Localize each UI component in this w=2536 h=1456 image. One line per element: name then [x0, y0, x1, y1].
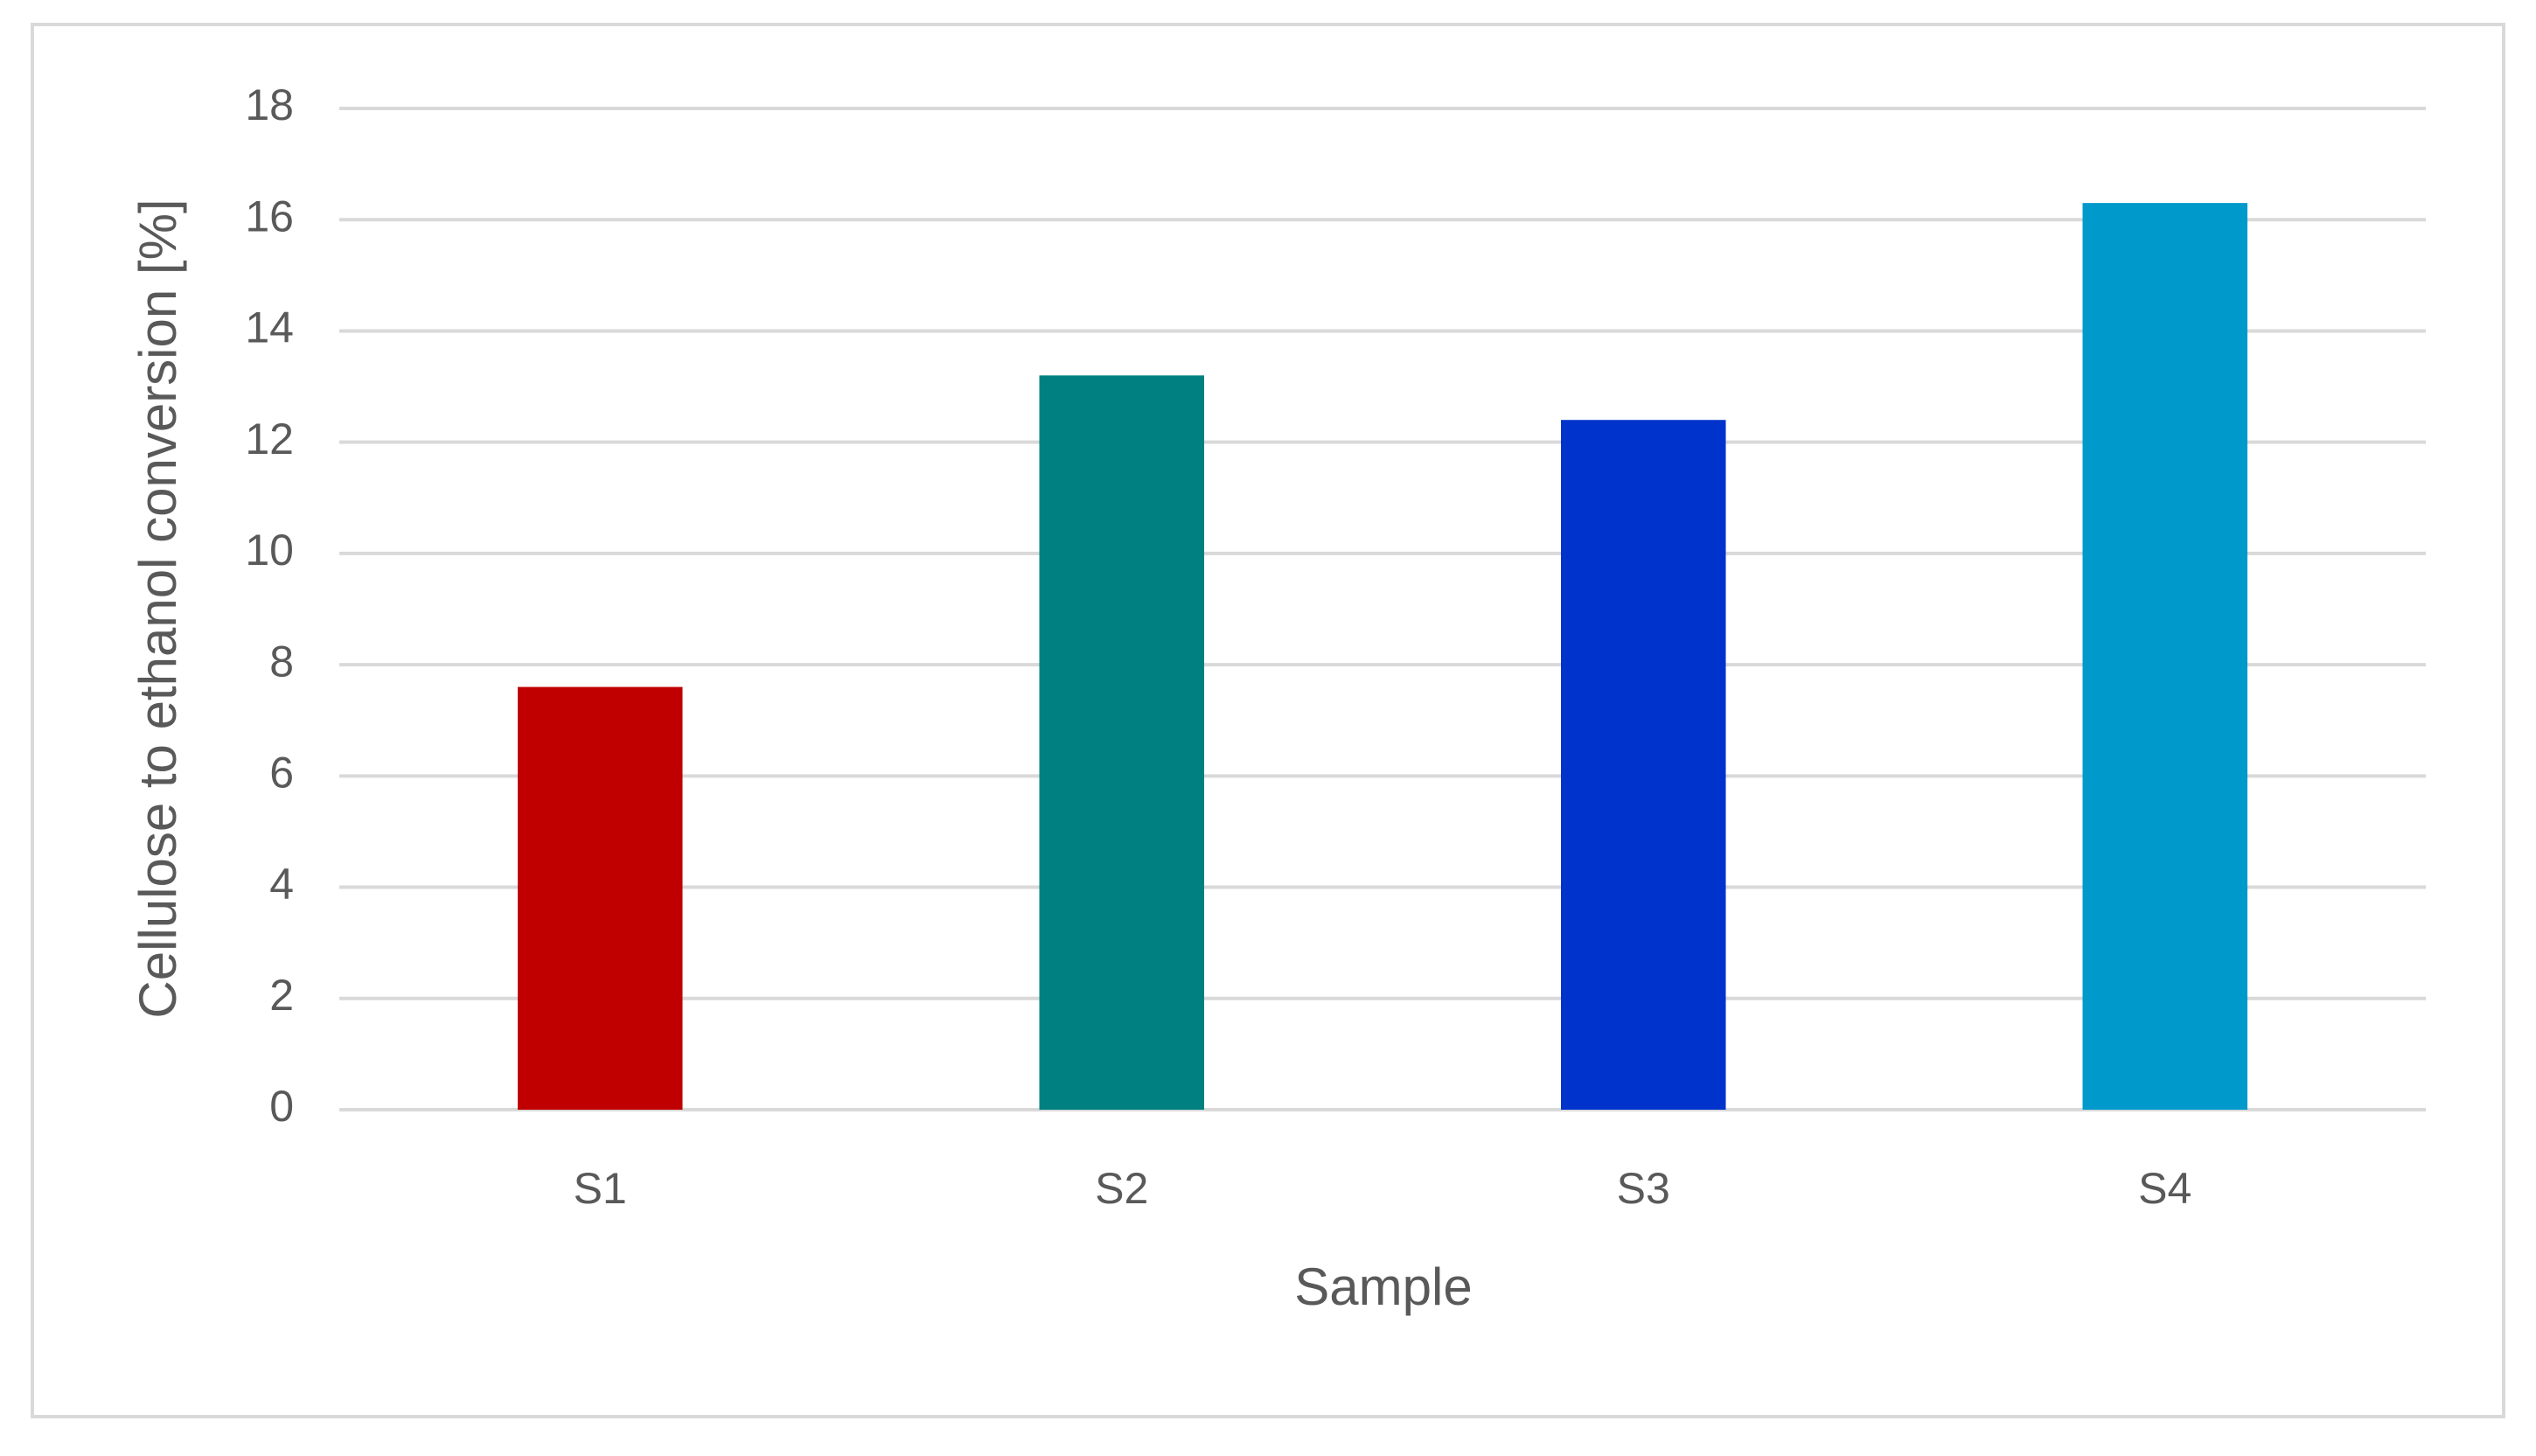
y-tick-label: 4	[269, 860, 294, 909]
y-tick-label: 6	[269, 749, 294, 798]
x-tick-label: S4	[2138, 1164, 2191, 1213]
x-tick-label: S1	[574, 1164, 627, 1213]
y-tick-label: 18	[245, 80, 294, 129]
y-tick-label: 10	[245, 526, 294, 575]
bar	[2082, 203, 2247, 1110]
x-tick-label: S3	[1617, 1164, 1670, 1213]
y-axis-title: Cellulose to ethanol conversion [%]	[129, 199, 187, 1018]
y-tick-label: 0	[269, 1082, 294, 1131]
y-tick-label: 8	[269, 637, 294, 686]
x-axis-title: Sample	[1294, 1257, 1472, 1316]
y-tick-label: 16	[245, 192, 294, 240]
bar	[518, 686, 683, 1110]
x-tick-label: S2	[1095, 1164, 1148, 1213]
y-tick-label: 14	[245, 303, 294, 352]
y-tick-label: 12	[245, 415, 294, 463]
bar	[1561, 420, 1726, 1110]
bar	[1039, 375, 1204, 1110]
y-tick-label: 2	[269, 971, 294, 1020]
